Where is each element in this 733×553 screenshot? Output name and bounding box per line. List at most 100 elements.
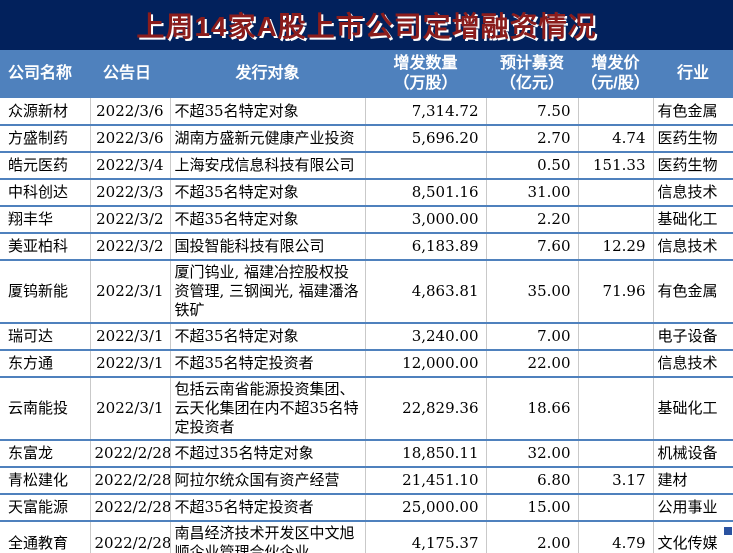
shares-issued-cell: 8,501.16: [365, 179, 487, 207]
issuance-target-cell: 湖南方盛新元健康产业投资: [170, 125, 366, 153]
table-row: 皓元医药 2022/3/4 上海安戌信息科技有限公司 0.50 151.33 医药生物: [0, 152, 733, 180]
company-name-cell: 东方通: [0, 350, 91, 378]
issuance-target-cell: 不超35名特定投资者: [170, 494, 366, 522]
issuance-target-cell: 包括云南省能源投资集团、云天化集团在内不超35名特定投资者: [170, 377, 366, 441]
announce-date-cell: 2022/2/28: [90, 494, 171, 522]
company-name-cell: 天富能源: [0, 494, 91, 522]
expected-raise-cell: 32.00: [486, 440, 579, 468]
announce-date-cell: 2022/3/3: [90, 179, 171, 207]
company-name-cell: 中科创达: [0, 179, 91, 207]
issuance-target-cell: 厦门钨业, 福建冶控股权投资管理, 三钢闽光, 福建潘洛铁矿: [170, 260, 366, 324]
table-row: 全通教育 2022/2/28 南昌经济技术开发区中文旭顺企业管理合伙企业 4,175.…: [0, 521, 733, 553]
announce-date-cell: 2022/3/2: [90, 233, 171, 261]
column-header-issue-price: 增发价 （元/股）: [578, 50, 653, 98]
table-row: 云南能投 2022/3/1 包括云南省能源投资集团、云天化集团在内不超35名特定投资…: [0, 377, 733, 441]
issue-price-cell: 4.79: [578, 521, 654, 553]
table-body: 众源新材 2022/3/6 不超35名特定对象 7,314.72 7.50 有色金属 方盛制…: [0, 98, 733, 553]
industry-cell: 建材: [653, 467, 733, 495]
header-row: 公司名称 公告日 发行对象 增发数量 （万股） 预计募资 （亿元） 增发价 （元…: [0, 50, 733, 98]
issuance-target-cell: 阿拉尔统众国有资产经营: [170, 467, 366, 495]
column-header-company: 公司名称: [0, 50, 90, 98]
company-name-cell: 东富龙: [0, 440, 91, 468]
page-title: 上周14家A股上市公司定增融资情况: [136, 11, 597, 42]
company-name-cell: 翔丰华: [0, 206, 91, 234]
table-row: 方盛制药 2022/3/6 湖南方盛新元健康产业投资 5,696.20 2.70 4.74…: [0, 125, 733, 153]
shares-issued-cell: 25,000.00: [365, 494, 487, 522]
expected-raise-cell: 6.80: [486, 467, 579, 495]
issuance-target-cell: 不超35名特定对象: [170, 179, 366, 207]
issuance-target-cell: 不超35名特定对象: [170, 98, 366, 126]
company-name-cell: 全通教育: [0, 521, 91, 553]
expected-raise-cell: 2.00: [486, 521, 579, 553]
table-row: 天富能源 2022/2/28 不超35名特定投资者 25,000.00 15.00 公用事…: [0, 494, 733, 522]
industry-cell: 信息技术: [653, 350, 733, 378]
company-name-cell: 皓元医药: [0, 152, 91, 180]
issue-price-cell: 4.74: [578, 125, 654, 153]
industry-cell: 公用事业: [653, 494, 733, 522]
industry-cell: 有色金属: [653, 260, 733, 324]
shares-issued-cell: 4,175.37: [365, 521, 487, 553]
column-header-industry: 行业: [653, 50, 733, 98]
issue-price-cell: [578, 494, 654, 522]
expected-raise-cell: 2.20: [486, 206, 579, 234]
table-header: 公司名称 公告日 发行对象 增发数量 （万股） 预计募资 （亿元） 增发价 （元…: [0, 50, 733, 98]
shares-issued-cell: 3,240.00: [365, 323, 487, 351]
table-row: 众源新材 2022/3/6 不超35名特定对象 7,314.72 7.50 有色金属: [0, 98, 733, 126]
table-row: 东富龙 2022/2/28 不超过35名特定对象 18,850.11 32.00 机械设备: [0, 440, 733, 468]
company-name-cell: 方盛制药: [0, 125, 91, 153]
shares-issued-cell: 18,850.11: [365, 440, 487, 468]
announce-date-cell: 2022/2/28: [90, 467, 171, 495]
announce-date-cell: 2022/2/28: [90, 521, 171, 553]
announce-date-cell: 2022/3/6: [90, 125, 171, 153]
expected-raise-cell: 7.50: [486, 98, 579, 126]
issue-price-cell: 71.96: [578, 260, 654, 324]
placement-financing-table: 公司名称 公告日 发行对象 增发数量 （万股） 预计募资 （亿元） 增发价 （元…: [0, 50, 733, 553]
selection-handle-artifact: [724, 527, 732, 535]
column-header-announce-date: 公告日: [90, 50, 170, 98]
industry-cell: 信息技术: [653, 233, 733, 261]
issue-price-cell: [578, 440, 654, 468]
expected-raise-cell: 7.60: [486, 233, 579, 261]
announce-date-cell: 2022/3/4: [90, 152, 171, 180]
issue-price-cell: [578, 323, 654, 351]
column-header-shares-issued: 增发数量 （万股）: [365, 50, 486, 98]
shares-issued-cell: 5,696.20: [365, 125, 487, 153]
shares-issued-cell: 22,829.36: [365, 377, 487, 441]
announce-date-cell: 2022/3/6: [90, 98, 171, 126]
expected-raise-cell: 18.66: [486, 377, 579, 441]
company-name-cell: 美亚柏科: [0, 233, 91, 261]
company-name-cell: 青松建化: [0, 467, 91, 495]
announce-date-cell: 2022/3/1: [90, 350, 171, 378]
company-name-cell: 云南能投: [0, 377, 91, 441]
issuance-target-cell: 上海安戌信息科技有限公司: [170, 152, 366, 180]
industry-cell: 基础化工: [653, 206, 733, 234]
issuance-target-cell: 不超35名特定对象: [170, 206, 366, 234]
industry-cell: 基础化工: [653, 377, 733, 441]
issue-price-cell: 3.17: [578, 467, 654, 495]
industry-cell: 有色金属: [653, 98, 733, 126]
expected-raise-cell: 2.70: [486, 125, 579, 153]
table-row: 中科创达 2022/3/3 不超35名特定对象 8,501.16 31.00 信息技术: [0, 179, 733, 207]
shares-issued-cell: 4,863.81: [365, 260, 487, 324]
issuance-target-cell: 不超35名特定投资者: [170, 350, 366, 378]
table-row: 东方通 2022/3/1 不超35名特定投资者 12,000.00 22.00 信息技术: [0, 350, 733, 378]
announce-date-cell: 2022/3/2: [90, 206, 171, 234]
issue-price-cell: [578, 206, 654, 234]
issue-price-cell: [578, 377, 654, 441]
table-row: 青松建化 2022/2/28 阿拉尔统众国有资产经营 21,451.10 6.80 3.1…: [0, 467, 733, 495]
table-row: 瑞可达 2022/3/1 不超35名特定对象 3,240.00 7.00 电子设备: [0, 323, 733, 351]
industry-cell: 信息技术: [653, 179, 733, 207]
company-name-cell: 众源新材: [0, 98, 91, 126]
industry-cell: 文化传媒: [653, 521, 733, 553]
table-row: 翔丰华 2022/3/2 不超35名特定对象 3,000.00 2.20 基础化工: [0, 206, 733, 234]
announce-date-cell: 2022/3/1: [90, 260, 171, 324]
issue-price-cell: [578, 179, 654, 207]
column-header-expected-raise: 预计募资 （亿元）: [486, 50, 578, 98]
shares-issued-cell: [365, 152, 487, 180]
shares-issued-cell: 7,314.72: [365, 98, 487, 126]
table-row: 美亚柏科 2022/3/2 国投智能科技有限公司 6,183.89 7.60 12.29 信…: [0, 233, 733, 261]
table-row: 厦钨新能 2022/3/1 厦门钨业, 福建冶控股权投资管理, 三钢闽光, 福建潘洛…: [0, 260, 733, 324]
announce-date-cell: 2022/2/28: [90, 440, 171, 468]
expected-raise-cell: 7.00: [486, 323, 579, 351]
